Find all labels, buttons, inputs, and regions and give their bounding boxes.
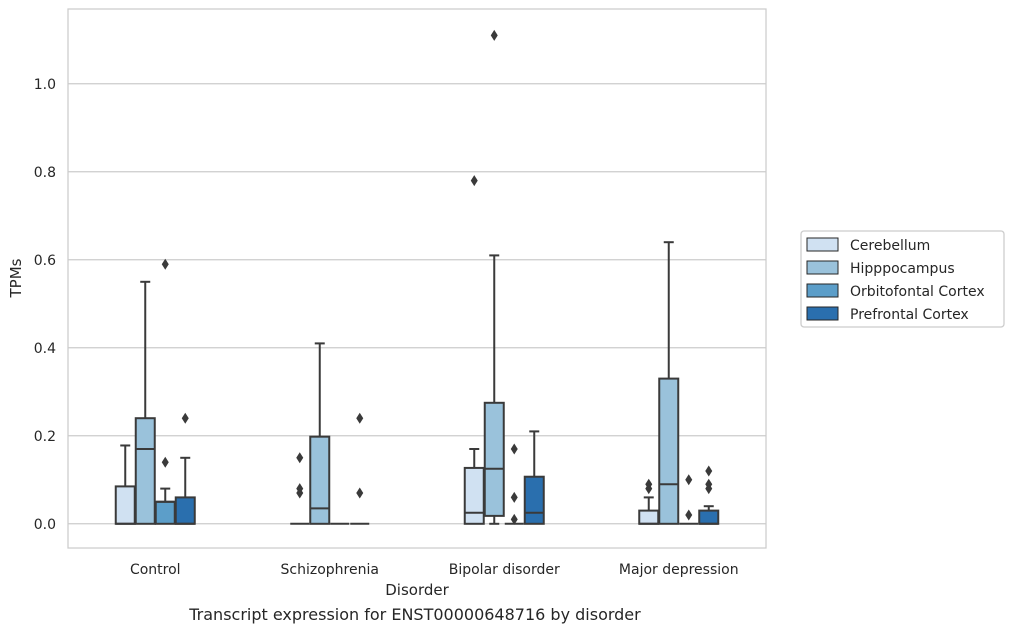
- box-body: [134, 417, 156, 525]
- box-0-2: [154, 258, 176, 525]
- y-axis-label: TPMs: [7, 258, 25, 298]
- x-tick-label: Bipolar disorder: [449, 562, 560, 578]
- box-1-1: [309, 342, 331, 525]
- box-body: [154, 500, 176, 525]
- outlier-point: [510, 491, 518, 503]
- x-tick-label: Schizophrenia: [281, 562, 379, 578]
- legend-label: Cerebellum: [850, 238, 930, 254]
- legend-label: Prefrontal Cortex: [850, 307, 969, 323]
- box-body: [698, 509, 720, 525]
- outlier-point: [705, 465, 713, 477]
- y-tick-label: 0.6: [34, 253, 56, 269]
- x-tick-label: Control: [130, 562, 181, 578]
- box-3-1: [658, 241, 680, 525]
- box-body: [658, 377, 680, 525]
- x-axis-label: Disorder: [385, 581, 449, 599]
- outlier-point: [296, 452, 304, 464]
- outlier-point: [645, 478, 653, 490]
- legend-swatch: [806, 306, 839, 321]
- box-2-3: [523, 430, 545, 525]
- box-body: [114, 485, 136, 525]
- box-1-3: [350, 412, 370, 525]
- outlier-point: [510, 443, 518, 455]
- legend-label: Hipppocampus: [850, 261, 955, 277]
- x-tick-label: Major depression: [619, 562, 739, 578]
- box-body: [463, 466, 485, 525]
- legend-swatch: [806, 237, 839, 252]
- box-body: [483, 401, 505, 517]
- outlier-point: [356, 487, 364, 499]
- box-0-0: [114, 444, 136, 525]
- outlier-point: [161, 456, 169, 468]
- box-2-0: [463, 175, 485, 525]
- outlier-point: [161, 258, 169, 270]
- box-body: [309, 435, 331, 525]
- outlier-point: [490, 29, 498, 41]
- x-axis-ticks: Control Schizophrenia Bipolar disorder Majo…: [130, 562, 739, 578]
- outlier-point: [181, 412, 189, 424]
- box-1-0: [290, 452, 310, 525]
- box-2-2: [504, 443, 524, 525]
- box-0-3: [174, 412, 196, 525]
- y-axis-ticks: 0.0 0.2 0.4 0.6 0.8 1.0: [34, 77, 56, 533]
- box-3-0: [638, 478, 660, 525]
- plot-boxes: [114, 29, 720, 525]
- box-3-3: [698, 465, 720, 525]
- box-0-1: [134, 280, 156, 525]
- box-3-2: [679, 474, 699, 525]
- outlier-point: [510, 513, 518, 525]
- legend: Cerebellum Hipppocampus Orbitofontal Corte…: [800, 230, 1005, 328]
- chart-caption: Transcript expression for ENST0000064871…: [189, 605, 641, 624]
- y-tick-label: 0.4: [34, 341, 56, 357]
- outlier-point: [356, 412, 364, 424]
- y-tick-label: 0.2: [34, 429, 56, 445]
- legend-label: Orbitofontal Cortex: [850, 284, 985, 300]
- outlier-point: [470, 175, 478, 187]
- outlier-point: [685, 474, 693, 486]
- box-2-1: [483, 29, 505, 525]
- plot-frame: [67, 8, 767, 549]
- outlier-point: [705, 478, 713, 490]
- y-tick-label: 1.0: [34, 77, 56, 93]
- legend-swatch: [806, 260, 839, 275]
- outlier-point: [685, 509, 693, 521]
- box-body: [638, 509, 660, 525]
- box-body: [174, 496, 196, 525]
- legend-swatch: [806, 283, 839, 298]
- y-tick-label: 0.0: [34, 517, 56, 533]
- outlier-point: [296, 483, 304, 495]
- legend-frame: [800, 230, 1005, 328]
- y-tick-label: 0.8: [34, 165, 56, 181]
- box-body: [523, 475, 545, 525]
